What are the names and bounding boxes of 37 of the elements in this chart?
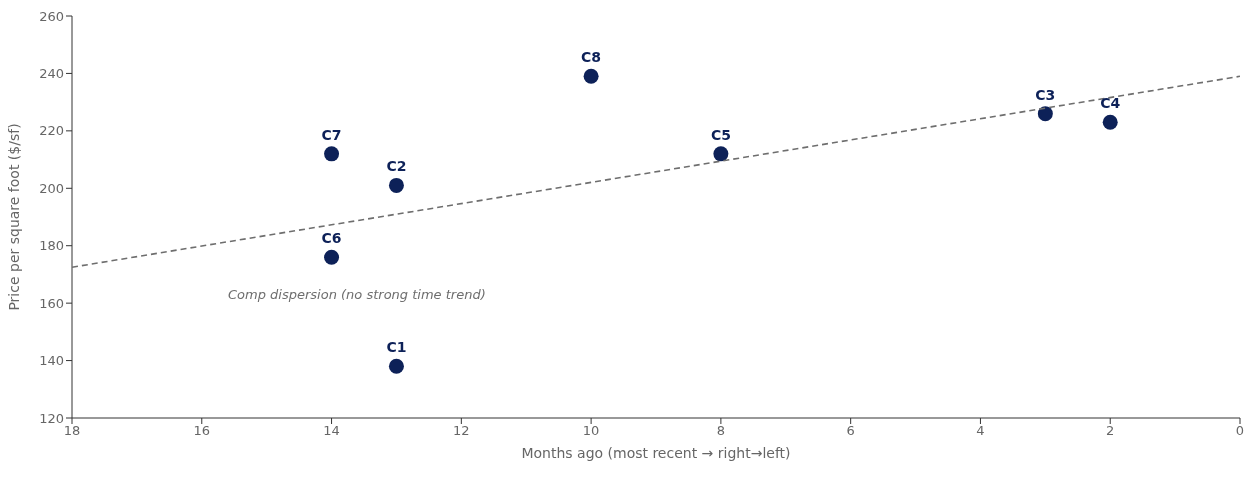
point [1037,106,1053,122]
annotation: C4 [1100,95,1121,112]
annotation: Comp dispersion (no strong time trend) [228,287,486,302]
annotation: C8 [581,49,602,66]
x-tick-label: 8 [716,423,726,439]
y-tick-label: 140 [39,353,64,369]
point [388,177,404,193]
point [388,358,404,374]
y-tick-label: 160 [39,295,64,311]
point [324,146,340,162]
x-tick-label: 10 [582,423,600,439]
x-tick-label: 14 [323,423,340,439]
point [324,249,340,265]
y-axis-title: Price per square foot ($/sf) [5,123,22,311]
point [1102,114,1118,130]
y-tick-label: 180 [39,238,64,254]
x-tick-label: 6 [846,423,855,439]
x-axis-title: Months ago (most recent → right→left) [521,445,791,461]
x-tick-label: 0 [1235,423,1245,439]
y-tick-label: 200 [39,180,64,196]
annotation: C7 [321,126,342,143]
x-tick-label: 12 [453,423,470,439]
annotation: C3 [1035,86,1056,103]
y-tick-label: 240 [39,66,64,82]
annotation: C6 [321,230,342,247]
annotation: C2 [386,158,407,175]
x-tick-label: 2 [1106,423,1115,439]
y-tick-label: 120 [39,410,64,426]
x-tick-label: 16 [193,423,211,439]
point [713,146,729,162]
point [583,68,599,84]
annotation: C1 [386,339,407,356]
x-tick-label: 18 [63,423,81,439]
y-tick-label: 220 [39,123,64,139]
x-tick-label: 4 [976,423,985,439]
annotation: C5 [710,126,731,143]
y-tick-label: 260 [39,8,64,24]
